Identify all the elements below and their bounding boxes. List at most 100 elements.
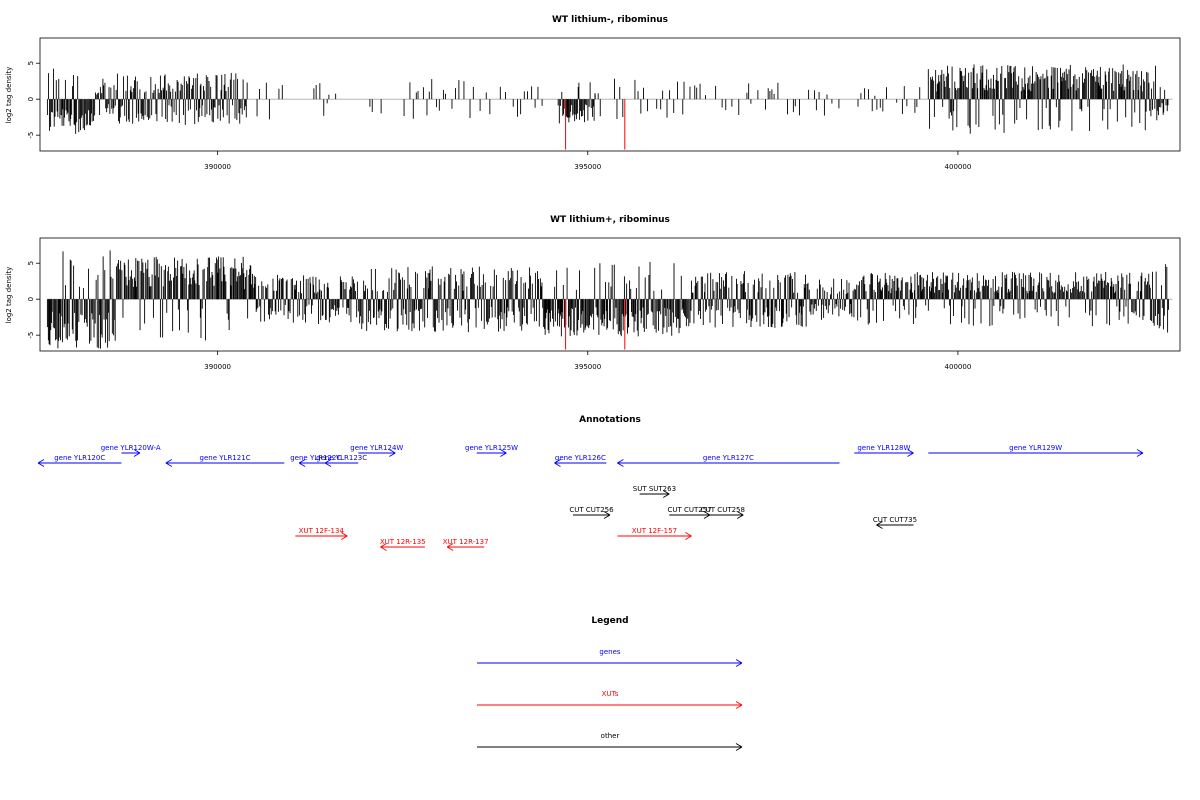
arrow-head [389, 452, 396, 457]
panel1-axes: -5 0 5 390000 395000 400000 [27, 61, 971, 171]
feature-label: gene YLR125W [465, 444, 518, 452]
arrow-head [737, 514, 744, 519]
arrow-head [324, 462, 332, 467]
arrow-head [603, 514, 611, 519]
y-tick-label: 5 [27, 61, 35, 65]
arrow-head [340, 532, 348, 537]
feature-label: CUT CUT256 [569, 506, 614, 514]
feature-label: gene YLR127C [703, 454, 754, 462]
x-tick-label: 390000 [204, 363, 231, 371]
arrow-head [735, 701, 743, 706]
annotation-features: gene YLR120C gene YLR120W-A gene YLR121C ge… [37, 444, 1144, 551]
arrow-head [340, 535, 348, 540]
arrow-head [500, 452, 507, 457]
arrow-head [662, 490, 670, 495]
arrow-head [735, 659, 743, 664]
arrow-head [446, 543, 454, 548]
feature-label: gene YLR120W-A [101, 444, 161, 452]
panel1-frame [39, 37, 1181, 152]
legend-label: XUTs [602, 690, 619, 698]
arrow-head [703, 514, 711, 519]
x-tick-label: 395000 [574, 363, 601, 371]
feature-label: XUT 12F-157 [632, 527, 677, 535]
feature-label: gene YLR122C [290, 454, 341, 462]
arrow-head [735, 662, 743, 667]
arrow-head [735, 704, 743, 709]
arrow-head [617, 459, 624, 464]
panel2-bars [46, 250, 1173, 350]
arrow-head [165, 462, 173, 467]
arrow-head [165, 459, 173, 464]
x-tick-label: 390000 [204, 163, 231, 171]
feature-label: gene YLR121C [200, 454, 251, 462]
arrow-head [876, 521, 883, 526]
feature-label: gene YLR126C [555, 454, 606, 462]
feature-label: gene YLR124W [350, 444, 403, 452]
arrow-head [324, 459, 332, 464]
arrow-head [133, 449, 141, 454]
panel-lithium-plus: WT lithium+, ribominus log2 tag density … [5, 215, 1181, 371]
panel1-ylabel: log2 tag density [5, 67, 13, 124]
arrow-head [737, 511, 744, 516]
y-tick-label: 0 [27, 297, 35, 301]
y-tick-label: -5 [27, 332, 35, 339]
arrow-head [685, 532, 692, 537]
arrow-head [735, 746, 743, 751]
panel1-title: WT lithium-, ribominus [552, 15, 668, 25]
arrow-head [685, 535, 692, 540]
arrow-head [298, 459, 306, 464]
arrow-head [133, 452, 141, 457]
arrow-head [662, 493, 670, 498]
x-tick-label: 400000 [945, 363, 972, 371]
arrow-head [554, 459, 561, 464]
arrow-head [907, 449, 914, 454]
feature-label: CUT CUT257 [667, 506, 711, 514]
feature-label: CUT CUT258 [701, 506, 745, 514]
y-tick-label: 5 [27, 261, 35, 265]
annotations-title: Annotations [579, 415, 641, 425]
legend-title: Legend [591, 616, 628, 626]
y-tick-label: 0 [27, 97, 35, 101]
feature-label: gene YLR120C [54, 454, 105, 462]
arrow-head [703, 511, 711, 516]
feature-label: XUT 12R-137 [443, 538, 489, 546]
feature-label: XUT 12R-135 [380, 538, 426, 546]
arrow-head [37, 459, 45, 464]
feature-label: CUT CUT735 [873, 516, 917, 524]
arrow-head [1136, 449, 1144, 454]
arrow-head [603, 511, 611, 516]
arrow-head [389, 449, 396, 454]
x-tick-label: 395000 [574, 163, 601, 171]
panel1-bars [46, 64, 1173, 150]
arrow-head [554, 462, 561, 467]
arrow-head [735, 743, 743, 748]
arrow-head [37, 462, 45, 467]
arrow-head [907, 452, 914, 457]
arrow-head [298, 462, 306, 467]
arrow-head [380, 543, 387, 548]
feature-label: gene YLR128W [857, 444, 910, 452]
arrow-head [446, 546, 454, 551]
arrow-head [500, 449, 507, 454]
arrow-head [1136, 452, 1144, 457]
arrow-head [617, 462, 624, 467]
panel-lithium-minus: WT lithium-, ribominus log2 tag density … [5, 15, 1181, 171]
legend-panel: Legend genes XUTs other [477, 616, 743, 751]
y-tick-label: -5 [27, 132, 35, 139]
panel2-axes: -5 0 5 390000 395000 400000 [27, 261, 971, 371]
feature-label: XUT 12F-134 [299, 527, 345, 535]
x-tick-label: 400000 [945, 163, 972, 171]
feature-label: gene YLR123C [316, 454, 367, 462]
panel2-title: WT lithium+, ribominus [550, 215, 670, 225]
legend-label: genes [599, 648, 620, 656]
panel2-frame [39, 237, 1181, 352]
arrow-head [876, 524, 883, 529]
feature-label: gene YLR129W [1009, 444, 1062, 452]
legend-items: genes XUTs other [477, 648, 743, 751]
feature-label: SUT SUT263 [633, 485, 676, 493]
arrow-head [380, 546, 387, 551]
panel2-ylabel: log2 tag density [5, 267, 13, 324]
legend-label: other [601, 732, 620, 740]
